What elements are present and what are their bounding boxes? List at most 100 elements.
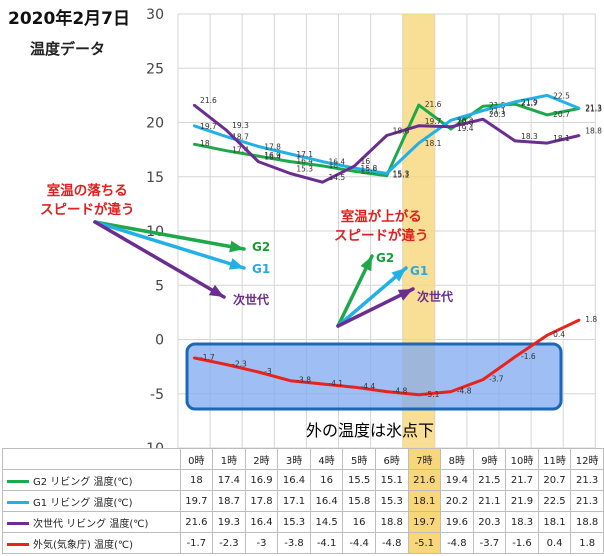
data-point-G2 xyxy=(353,170,356,173)
table-cell: -3.7 xyxy=(472,532,507,554)
data-label-next: 15.3 xyxy=(296,164,313,173)
data-point-outdoor xyxy=(578,318,581,322)
legend-label: 外気(気象庁) 温度(℃) xyxy=(33,539,134,551)
data-point-G2 xyxy=(321,164,324,168)
table-cell: 21.6 xyxy=(179,511,214,533)
data-label-G2: 16.4 xyxy=(296,157,313,166)
annotation-left-g1-label: G1 xyxy=(252,262,271,276)
table-cell: -3 xyxy=(244,532,279,554)
legend-swatch xyxy=(7,522,29,525)
table-cell: 19.7 xyxy=(179,490,214,512)
table-hour-header: 0時 xyxy=(179,448,214,470)
data-label-G1: 17.1 xyxy=(296,150,313,159)
table-cell: 18.8 xyxy=(570,511,604,533)
data-point-outdoor xyxy=(321,382,324,386)
data-label-G2: 21.6 xyxy=(425,100,442,109)
table-hour-header: 4時 xyxy=(309,448,344,470)
table-cell: 16.4 xyxy=(277,469,311,491)
table-cell: 19.3 xyxy=(212,511,246,533)
table-cell: 20.7 xyxy=(537,469,572,491)
y-tick-label: 30 xyxy=(146,7,164,23)
data-point-next xyxy=(481,118,485,121)
data-label-G2: 19.4 xyxy=(457,124,474,133)
data-point-outdoor xyxy=(513,355,517,359)
below-zero-box xyxy=(185,342,563,411)
table-cell: 19.7 xyxy=(407,511,442,533)
table-cell: 16 xyxy=(342,511,376,533)
table-cell: 15.8 xyxy=(342,490,376,512)
data-label-G1: 19.7 xyxy=(200,122,217,131)
table-cell: -1.7 xyxy=(179,532,214,554)
table-cell: 19.6 xyxy=(440,511,474,533)
data-label-next: 19.6 xyxy=(457,118,474,127)
data-point-G1 xyxy=(578,107,581,110)
data-point-G1 xyxy=(321,160,324,163)
table-cell: 21.5 xyxy=(472,469,507,491)
data-point-G2 xyxy=(192,143,196,146)
y-tick-label: 5 xyxy=(155,278,164,294)
data-label-G1: 18.1 xyxy=(425,139,442,148)
table-header-row: 0時 1時 2時 3時 4時 5時 6時 7時 8時 9時 10時 11時 12… xyxy=(2,448,604,470)
annotation-falling-speed: 室温の落ちる スピードが違う xyxy=(40,182,135,220)
table-cell: 20.3 xyxy=(472,511,507,533)
data-label-next: 19.3 xyxy=(232,121,249,130)
table-cell: -4.8 xyxy=(440,532,474,554)
table-series-label: G1 リビング 温度(℃) xyxy=(2,490,181,512)
chart-title: 2020年2月7日 xyxy=(8,9,130,29)
data-point-outdoor xyxy=(353,386,356,389)
table-series-label: 次世代 リビング 温度(℃) xyxy=(2,511,181,533)
data-point-next xyxy=(257,160,260,163)
data-point-G1 xyxy=(385,172,388,175)
data-point-next xyxy=(224,128,228,132)
table-cell: 16.4 xyxy=(244,511,279,533)
data-point-G2 xyxy=(545,113,549,117)
data-label-G2: 21.3 xyxy=(585,103,602,112)
data-point-next xyxy=(417,124,420,127)
data-label-G1: 22.5 xyxy=(553,91,570,100)
arrow-left-g1 xyxy=(93,220,246,270)
table-cell: -2.3 xyxy=(212,532,246,554)
data-label-next: 18.8 xyxy=(393,127,410,136)
data-label-G1: 15.3 xyxy=(393,169,410,178)
data-point-G1 xyxy=(481,109,485,112)
data-point-G2 xyxy=(289,160,292,163)
table-cell: -4.4 xyxy=(342,532,376,554)
annotation-left-g2-label: G2 xyxy=(252,240,271,254)
data-point-next xyxy=(321,180,324,184)
data-point-outdoor xyxy=(545,333,549,337)
annotation-left-next-label: 次世代 xyxy=(233,293,270,307)
table-cell: -3.8 xyxy=(277,532,311,554)
data-label-G2: 16.9 xyxy=(264,151,281,160)
data-point-G1 xyxy=(192,124,196,127)
legend-label: G1 リビング 温度(℃) xyxy=(33,497,133,509)
below-zero-label: 外の温度は氷点下 xyxy=(306,421,435,440)
table-hour-header: 5時 xyxy=(342,448,376,470)
annotation-left-line2: スピードが違う xyxy=(40,202,135,218)
data-point-outdoor xyxy=(224,363,228,366)
annotation-rising-speed: 室温が上がる スピードが違う xyxy=(334,208,429,246)
data-point-G1 xyxy=(257,145,260,148)
annotation-arrows xyxy=(93,220,415,328)
data-label-G1: 21.1 xyxy=(489,107,506,116)
table-series-label: G2 リビング 温度(℃) xyxy=(2,469,181,491)
table-cell: 20.2 xyxy=(440,490,474,512)
data-label-G2: 21.7 xyxy=(521,99,538,108)
data-label-next: 20.3 xyxy=(489,110,506,119)
annotation-right-g2-label: G2 xyxy=(376,251,395,265)
data-label-G1: 20.2 xyxy=(457,116,474,125)
table-row-G1: G1 リビング 温度(℃) 19.7 18.7 17.8 17.1 16.4 15.8 15.… xyxy=(2,490,604,512)
table-cell: 19.4 xyxy=(440,469,474,491)
data-point-next xyxy=(513,139,517,143)
annotation-right-line2: スピードが違う xyxy=(334,228,429,244)
table-cell: 18.7 xyxy=(212,490,246,512)
data-point-outdoor xyxy=(481,378,485,381)
table-cell: 17.1 xyxy=(277,490,311,512)
table-cell: 15.1 xyxy=(374,469,409,491)
data-point-G1 xyxy=(513,100,517,104)
table-hour-header: 9時 xyxy=(472,448,507,470)
table-hour-header: 1時 xyxy=(212,448,246,470)
table-cell: 21.3 xyxy=(570,469,604,491)
data-point-outdoor xyxy=(385,390,388,393)
data-label-outdoor: -3 xyxy=(264,367,272,376)
y-tick-label: 0 xyxy=(155,333,164,349)
